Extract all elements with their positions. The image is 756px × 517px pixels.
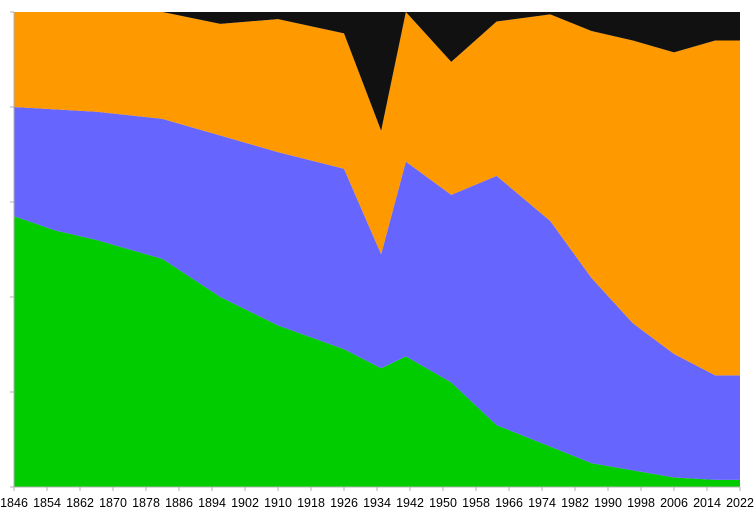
x-tick-label: 1974 <box>528 496 556 510</box>
area-series-3 <box>14 12 740 376</box>
x-tick-label: 1902 <box>231 496 259 510</box>
area-series-4 <box>14 12 740 131</box>
area-series-1 <box>14 216 740 487</box>
x-tick-label: 2014 <box>693 496 721 510</box>
y-axis-ticks <box>10 11 14 488</box>
x-tick-label: 1870 <box>99 496 127 510</box>
x-tick-label: 1926 <box>330 496 358 510</box>
x-tick-label: 1998 <box>627 496 655 510</box>
x-tick-label: 1950 <box>429 496 457 510</box>
area-series-2 <box>14 107 740 480</box>
x-tick-label: 1894 <box>198 496 226 510</box>
x-tick-label: 1918 <box>297 496 325 510</box>
x-tick-label: 2022 <box>726 496 754 510</box>
x-tick-label: 2006 <box>660 496 688 510</box>
x-tick-label: 1862 <box>66 496 94 510</box>
x-tick-label: 1910 <box>264 496 292 510</box>
x-tick-label: 1982 <box>561 496 589 510</box>
x-tick-label: 1990 <box>594 496 622 510</box>
x-tick-label: 1886 <box>165 496 193 510</box>
x-tick-label: 1958 <box>462 496 490 510</box>
x-tick-label: 1854 <box>33 496 61 510</box>
x-tick-label: 1846 <box>0 496 28 510</box>
x-axis-ticks: 1846 1854 1862 1870 1878 1886 1894 1902 1910 1918… <box>0 487 754 510</box>
x-tick-label: 1878 <box>132 496 160 510</box>
area-layers <box>14 12 740 487</box>
x-tick-label: 1934 <box>363 496 391 510</box>
x-tick-label: 1942 <box>396 496 424 510</box>
x-tick-label: 1966 <box>495 496 523 510</box>
